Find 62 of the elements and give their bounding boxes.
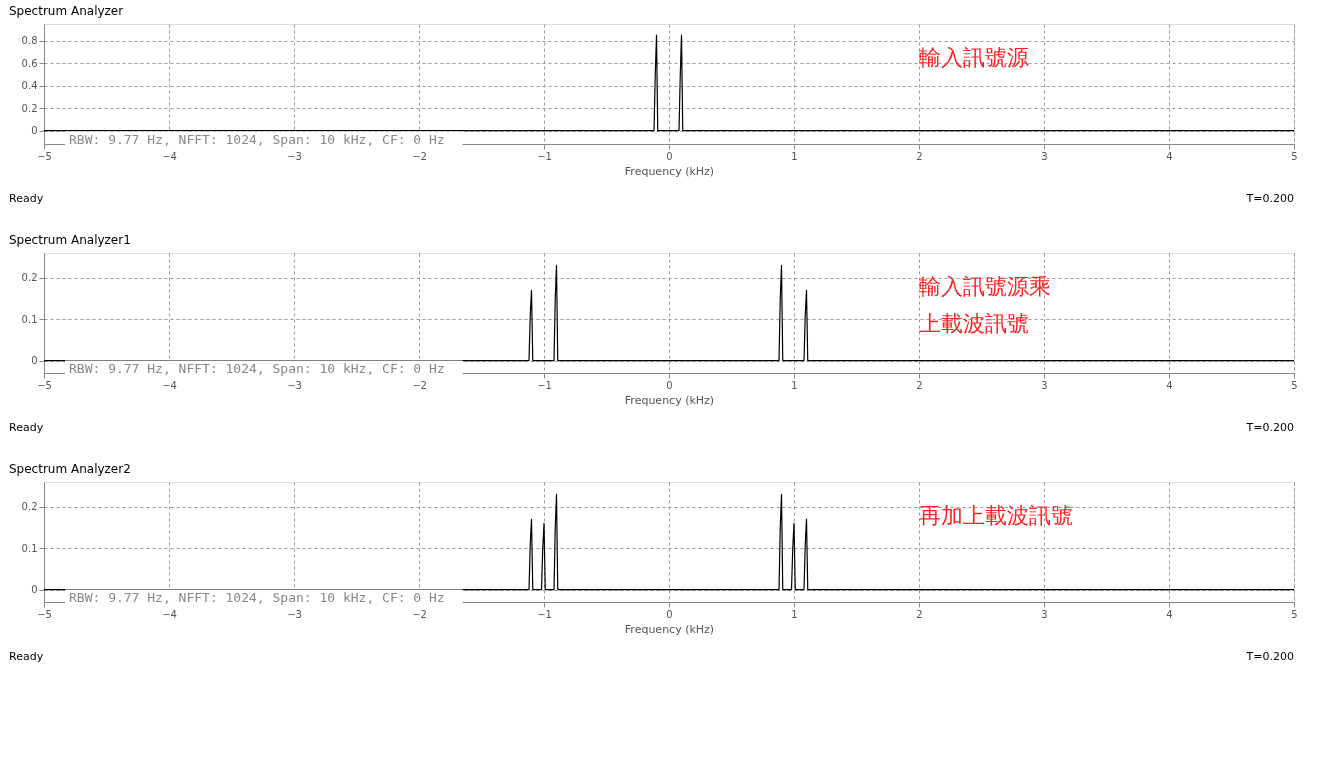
x-tick-label: −2 xyxy=(412,150,427,162)
x-tick-label: 5 xyxy=(1291,379,1298,391)
x-tick-label: −3 xyxy=(287,608,302,620)
x-tick-label: 5 xyxy=(1291,608,1298,620)
y-tick-label: 0.1 xyxy=(21,542,38,554)
annotation: 再加上載波訊號 xyxy=(919,503,1073,528)
y-tick-label: 0.2 xyxy=(21,272,38,284)
x-tick-label: 3 xyxy=(1041,150,1048,162)
x-tick-label: −2 xyxy=(412,608,427,620)
y-tick-label: 0 xyxy=(31,125,38,137)
text: T=0.200 xyxy=(1245,192,1294,205)
x-tick-label: −4 xyxy=(162,608,177,620)
x-tick-label: −4 xyxy=(162,379,177,391)
y-tick-label: 0 xyxy=(31,584,38,596)
x-tick-label: 4 xyxy=(1166,379,1173,391)
x-tick-label: 2 xyxy=(916,379,923,391)
annotation: RBW: 9.77 Hz, NFFT: 1024, Span: 10 kHz, CF: 0 Hz xyxy=(69,361,445,377)
x-tick-label: −2 xyxy=(412,379,427,391)
x-tick-label: 4 xyxy=(1166,608,1173,620)
x-tick-label: 2 xyxy=(916,608,923,620)
x-axis-title: Frequency (kHz) xyxy=(624,622,715,636)
y-tick-label: 0 xyxy=(31,355,38,367)
annotation: RBW: 9.77 Hz, NFFT: 1024, Span: 10 kHz, CF: 0 Hz xyxy=(69,132,445,148)
x-tick-label: −5 xyxy=(37,379,52,391)
x-axis-title: Frequency (kHz) xyxy=(624,164,715,178)
x-tick-label: 2 xyxy=(916,150,923,162)
chart-title: Spectrum Analyzer1 xyxy=(9,233,131,247)
x-tick-label: −5 xyxy=(37,608,52,620)
chart-title: Spectrum Analyzer2 xyxy=(9,462,131,476)
x-tick-label: 0 xyxy=(666,608,673,620)
x-tick-label: 3 xyxy=(1041,379,1048,391)
text: Ready xyxy=(9,421,44,434)
y-tick-label: 0.1 xyxy=(21,313,38,325)
x-tick-label: −1 xyxy=(537,608,552,620)
x-axis-title: Frequency (kHz) xyxy=(624,393,715,407)
x-tick-label: 0 xyxy=(666,379,673,391)
y-tick-label: 0.6 xyxy=(21,57,38,69)
x-tick-label: 1 xyxy=(791,379,798,391)
x-tick-label: 4 xyxy=(1166,150,1173,162)
y-tick-label: 0.4 xyxy=(21,80,38,92)
x-tick-label: 0 xyxy=(666,150,673,162)
x-tick-label: 5 xyxy=(1291,150,1298,162)
text: T=0.200 xyxy=(1245,421,1294,434)
annotation: 輸入訊號源乘上載波訊號 xyxy=(919,274,1051,337)
annotation: RBW: 9.77 Hz, NFFT: 1024, Span: 10 kHz, CF: 0 Hz xyxy=(69,590,445,606)
x-tick-label: −1 xyxy=(537,379,552,391)
y-tick-label: 0.2 xyxy=(21,501,38,513)
text: Ready xyxy=(9,192,44,205)
x-tick-label: −3 xyxy=(287,150,302,162)
x-tick-label: −1 xyxy=(537,150,552,162)
y-tick-label: 0.8 xyxy=(21,35,38,47)
x-tick-label: 1 xyxy=(791,608,798,620)
text: T=0.200 xyxy=(1245,650,1294,663)
x-tick-label: 3 xyxy=(1041,608,1048,620)
x-tick-label: −3 xyxy=(287,379,302,391)
x-tick-label: −4 xyxy=(162,150,177,162)
text: Ready xyxy=(9,650,44,663)
annotation: 輸入訊號源 xyxy=(919,45,1029,70)
x-tick-label: 1 xyxy=(791,150,798,162)
y-tick-label: 0.2 xyxy=(21,102,38,114)
x-tick-label: −5 xyxy=(37,150,52,162)
chart-title: Spectrum Analyzer xyxy=(9,4,124,18)
